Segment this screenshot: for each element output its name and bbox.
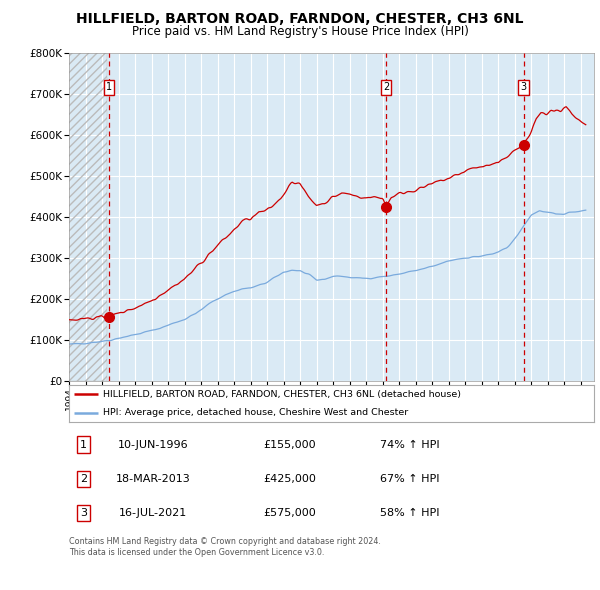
Text: 10-JUN-1996: 10-JUN-1996 — [118, 440, 188, 450]
Text: £425,000: £425,000 — [263, 474, 316, 484]
Text: 2: 2 — [383, 83, 389, 93]
Text: £155,000: £155,000 — [263, 440, 316, 450]
Text: 67% ↑ HPI: 67% ↑ HPI — [380, 474, 440, 484]
Text: 3: 3 — [521, 83, 527, 93]
Text: 2: 2 — [80, 474, 87, 484]
Text: 18-MAR-2013: 18-MAR-2013 — [116, 474, 190, 484]
Text: HILLFIELD, BARTON ROAD, FARNDON, CHESTER, CH3 6NL (detached house): HILLFIELD, BARTON ROAD, FARNDON, CHESTER… — [103, 390, 461, 399]
Text: 1: 1 — [106, 83, 112, 93]
Text: Contains HM Land Registry data © Crown copyright and database right 2024.: Contains HM Land Registry data © Crown c… — [69, 537, 381, 546]
Text: HPI: Average price, detached house, Cheshire West and Chester: HPI: Average price, detached house, Ches… — [103, 408, 409, 417]
Text: £575,000: £575,000 — [263, 508, 316, 518]
Text: 58% ↑ HPI: 58% ↑ HPI — [380, 508, 440, 518]
Text: 3: 3 — [80, 508, 87, 518]
Text: 16-JUL-2021: 16-JUL-2021 — [119, 508, 187, 518]
Text: Price paid vs. HM Land Registry's House Price Index (HPI): Price paid vs. HM Land Registry's House … — [131, 25, 469, 38]
Text: 1: 1 — [80, 440, 87, 450]
Text: 74% ↑ HPI: 74% ↑ HPI — [380, 440, 440, 450]
Text: This data is licensed under the Open Government Licence v3.0.: This data is licensed under the Open Gov… — [69, 548, 325, 556]
Text: HILLFIELD, BARTON ROAD, FARNDON, CHESTER, CH3 6NL: HILLFIELD, BARTON ROAD, FARNDON, CHESTER… — [76, 12, 524, 26]
